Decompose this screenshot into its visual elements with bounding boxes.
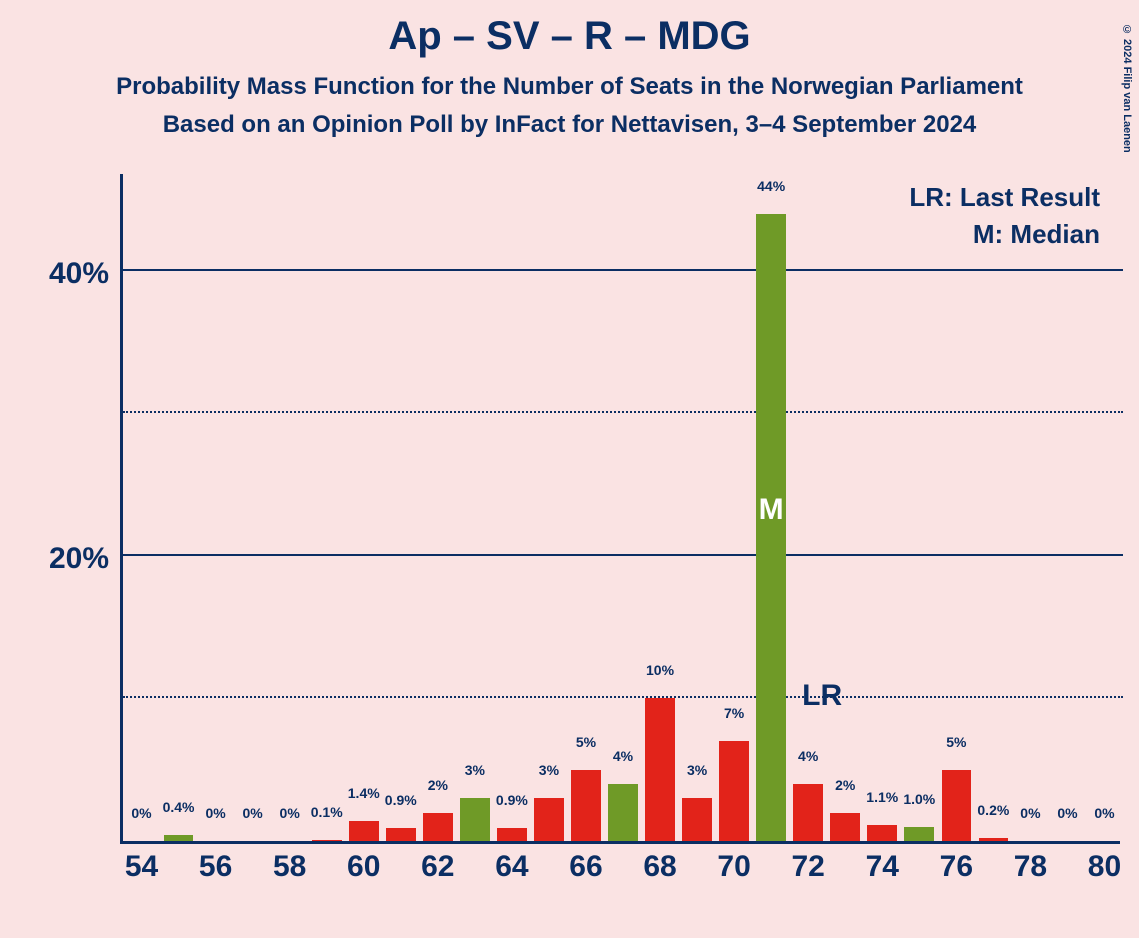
bar xyxy=(497,828,527,841)
bar xyxy=(460,798,490,841)
x-axis-tick-label: 64 xyxy=(495,850,528,884)
bar xyxy=(608,784,638,841)
x-axis-tick-label: 62 xyxy=(421,850,454,884)
chart-title: Ap – SV – R – MDG xyxy=(0,14,1139,59)
bar xyxy=(756,214,786,841)
bar-value-label: 1.4% xyxy=(348,785,380,801)
x-axis-tick-label: 76 xyxy=(940,850,973,884)
bar xyxy=(942,770,972,841)
bar-value-label: 7% xyxy=(724,705,744,721)
y-axis-tick-label: 20% xyxy=(49,542,109,576)
x-axis-tick-label: 80 xyxy=(1088,850,1121,884)
bar-value-label: 0.4% xyxy=(163,799,195,815)
gridline xyxy=(123,411,1123,413)
chart-plot: 54565860626466687072747678800%0.4%0%0%0%… xyxy=(120,174,1120,844)
x-axis-tick-label: 56 xyxy=(199,850,232,884)
bar xyxy=(534,798,564,841)
bar-value-label: 3% xyxy=(539,762,559,778)
bar-value-label: 0.2% xyxy=(977,802,1009,818)
bar xyxy=(904,827,934,841)
last-result-marker: LR xyxy=(802,679,842,713)
bar-value-label: 1.0% xyxy=(903,791,935,807)
bar xyxy=(386,828,416,841)
bar xyxy=(682,798,712,841)
gridline xyxy=(123,554,1123,556)
x-axis-tick-label: 78 xyxy=(1014,850,1047,884)
bar-value-label: 5% xyxy=(576,734,596,750)
bar-value-label: 0% xyxy=(205,805,225,821)
bar-value-label: 0.9% xyxy=(496,792,528,808)
chart-subtitle-1: Probability Mass Function for the Number… xyxy=(0,73,1139,101)
x-axis-tick-label: 72 xyxy=(791,850,824,884)
bar xyxy=(867,825,897,841)
bar-value-label: 2% xyxy=(835,777,855,793)
bar-value-label: 3% xyxy=(465,762,485,778)
x-axis-tick-label: 58 xyxy=(273,850,306,884)
bar xyxy=(830,813,860,842)
copyright-text: © 2024 Filip van Laenen xyxy=(1121,24,1133,153)
gridline xyxy=(123,696,1123,698)
bar-value-label: 0% xyxy=(243,805,263,821)
bar-value-label: 1.1% xyxy=(866,789,898,805)
bar-value-label: 0% xyxy=(1057,805,1077,821)
bar xyxy=(979,838,1009,841)
x-axis-tick-label: 66 xyxy=(569,850,602,884)
bar-value-label: 0% xyxy=(131,805,151,821)
bar-value-label: 5% xyxy=(946,734,966,750)
bar-value-label: 3% xyxy=(687,762,707,778)
bar-value-label: 0.1% xyxy=(311,804,343,820)
x-axis-tick-label: 70 xyxy=(717,850,750,884)
x-axis-tick-label: 60 xyxy=(347,850,380,884)
bar-value-label: 10% xyxy=(646,662,674,678)
x-axis-tick-label: 54 xyxy=(125,850,158,884)
bar xyxy=(645,698,675,841)
bar-value-label: 0% xyxy=(1020,805,1040,821)
bar xyxy=(571,770,601,841)
bar-value-label: 0% xyxy=(1094,805,1114,821)
bar xyxy=(349,821,379,841)
chart-subtitle-2: Based on an Opinion Poll by InFact for N… xyxy=(0,111,1139,139)
bar-value-label: 4% xyxy=(798,748,818,764)
bar xyxy=(793,784,823,841)
bar xyxy=(423,813,453,842)
bar-value-label: 0.9% xyxy=(385,792,417,808)
bar xyxy=(312,840,342,841)
gridline xyxy=(123,269,1123,271)
bar-value-label: 44% xyxy=(757,178,785,194)
y-axis-tick-label: 40% xyxy=(49,257,109,291)
x-axis-tick-label: 74 xyxy=(866,850,899,884)
bar-value-label: 0% xyxy=(280,805,300,821)
bar xyxy=(164,835,194,841)
bar xyxy=(719,741,749,841)
bar-value-label: 4% xyxy=(613,748,633,764)
median-marker: M xyxy=(759,493,784,527)
chart-plot-area: LR: Last Result M: Median 54565860626466… xyxy=(120,174,1120,844)
bar-value-label: 2% xyxy=(428,777,448,793)
x-axis-tick-label: 68 xyxy=(643,850,676,884)
